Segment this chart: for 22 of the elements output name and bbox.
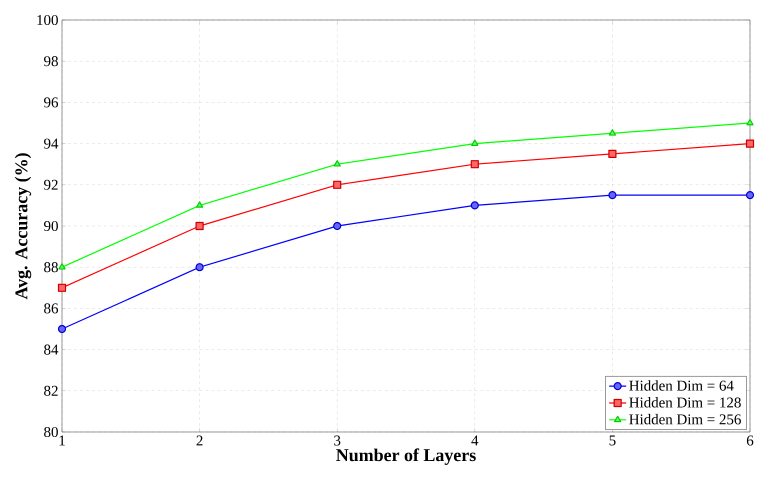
x-tick-label: 1 — [60, 436, 65, 446]
x-tick-label: 4 — [471, 436, 478, 446]
x-axis-title: Number of Layers — [336, 448, 476, 465]
y-axis-title: Avg. Accuracy (%) — [14, 153, 32, 300]
x-tick-label: 6 — [746, 436, 754, 446]
y-tick-label: 94 — [44, 138, 58, 149]
legend-label: Hidden Dim = 64 — [629, 380, 734, 391]
y-tick-label: 92 — [44, 180, 58, 190]
y-tick-label: 98 — [44, 56, 58, 66]
y-tick-label: 88 — [44, 262, 58, 272]
x-tick-label: 2 — [196, 436, 203, 446]
legend-label: Hidden Dim = 256 — [629, 414, 741, 424]
x-tick-label: 5 — [610, 436, 616, 446]
x-tick-label: 3 — [334, 436, 340, 446]
y-tick-label: 86 — [44, 303, 58, 314]
y-tick-label: 96 — [44, 97, 58, 108]
y-tick-label: 90 — [44, 220, 58, 232]
y-tick-label: 100 — [37, 14, 58, 26]
y-tick-label: 82 — [44, 386, 58, 396]
legend-label: Hidden Dim = 128 — [629, 397, 741, 408]
y-tick-label: 80 — [44, 426, 58, 438]
y-tick-label: 84 — [44, 344, 58, 355]
